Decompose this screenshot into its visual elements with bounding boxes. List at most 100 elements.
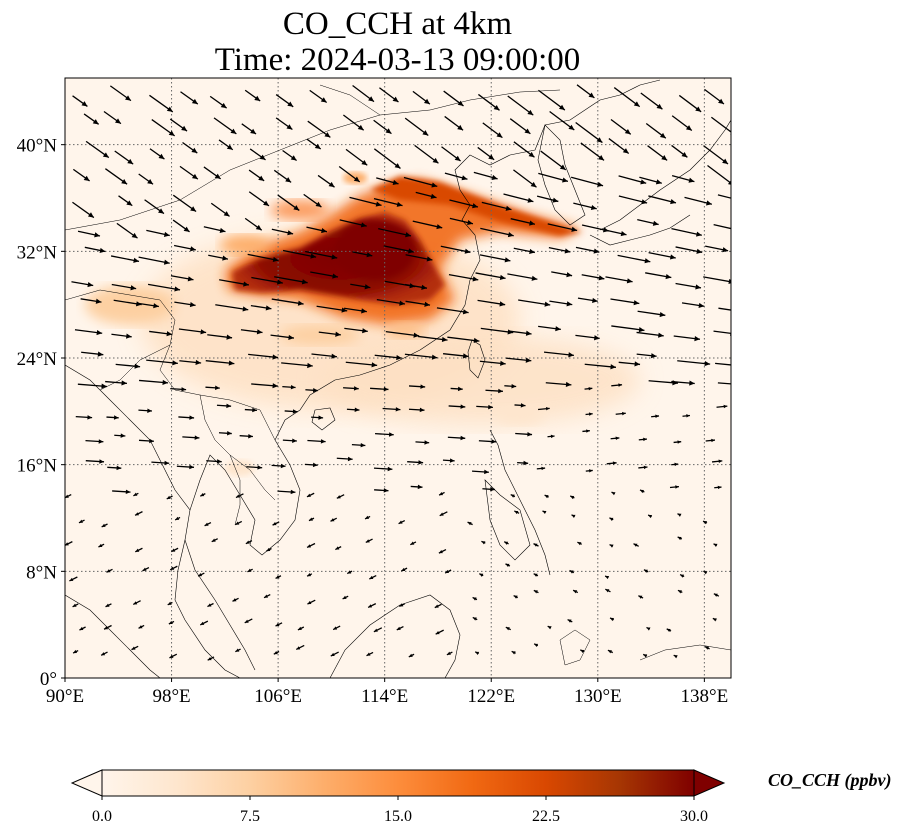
wind-arrow-head — [713, 543, 718, 547]
wind-arrow-head — [457, 124, 464, 131]
wind-arrow-head — [634, 361, 641, 367]
wind-arrow-head — [126, 200, 133, 206]
wind-arrow-shaft — [538, 89, 566, 111]
wind-arrow-head — [388, 432, 394, 437]
wind-arrow-head — [650, 353, 657, 359]
wind-arrow-head — [94, 232, 101, 238]
wind-arrow-head — [552, 197, 559, 203]
wind-arrow-head — [696, 248, 703, 254]
wind-arrow-head — [226, 334, 233, 340]
wind-arrow-head — [399, 603, 404, 607]
longitude-axis: 90°E 98°E 106°E 114°E 122°E 130°E 138°E — [46, 678, 728, 707]
wind-arrow-head — [446, 651, 451, 655]
wind-arrow-head — [252, 407, 257, 413]
wind-arrow-head — [396, 626, 401, 630]
wind-arrow-head — [347, 456, 353, 462]
wind-arrow-head — [718, 459, 723, 463]
wind-arrow-head — [174, 286, 181, 292]
wind-arrow-head — [266, 547, 271, 552]
wind-arrow-head — [677, 590, 682, 594]
wind-arrow-head — [424, 440, 430, 445]
wind-arrow-head — [324, 132, 331, 138]
wind-arrow-head — [529, 248, 535, 255]
wind-arrow-head — [689, 380, 695, 386]
wind-arrow-head — [220, 102, 227, 109]
wind-arrow-head — [643, 437, 647, 442]
wind-arrow-head — [588, 412, 593, 416]
wind-arrow-head — [167, 601, 172, 605]
wind-arrow-head — [457, 100, 464, 106]
wind-arrow-head — [408, 653, 413, 657]
wind-arrow-head — [259, 154, 266, 160]
wind-arrow-head — [491, 439, 497, 444]
wind-arrow-shaft — [274, 276, 308, 284]
wind-arrow-head — [590, 204, 597, 211]
wind-arrow-head — [661, 155, 668, 161]
wind-arrow-head — [675, 485, 679, 489]
wind-arrow-head — [612, 461, 617, 465]
wind-arrow-head — [331, 353, 337, 359]
wind-arrow-head — [383, 386, 389, 392]
wind-arrow-head — [496, 132, 503, 138]
wind-arrow-head — [171, 548, 176, 552]
wind-arrow-head — [550, 434, 555, 439]
wind-arrow-head — [610, 617, 615, 622]
wind-arrow-head — [704, 360, 711, 367]
wind-arrow-head — [528, 151, 535, 158]
wind-arrow-head — [191, 147, 198, 154]
wind-arrow-head — [158, 153, 165, 160]
wind-arrow-head — [216, 459, 222, 464]
wind-arrow-head — [187, 276, 194, 282]
wind-arrow-head — [695, 106, 702, 112]
wind-arrow-head — [669, 254, 676, 260]
wind-arrow-head — [106, 569, 111, 573]
wind-arrow-head — [410, 541, 415, 545]
wind-arrow-head — [134, 363, 141, 369]
wind-arrow-head — [102, 152, 109, 158]
wind-arrow-head — [272, 383, 279, 389]
wind-arrow-head — [147, 178, 154, 185]
wind-arrow-head — [131, 232, 138, 239]
wind-arrow-head — [534, 643, 539, 647]
wind-arrow-head — [368, 604, 373, 608]
wind-arrow-head — [392, 179, 399, 185]
wind-arrow-head — [426, 256, 433, 262]
wind-arrow-head — [101, 383, 107, 389]
wind-arrow-head — [472, 617, 477, 621]
wind-arrow-head — [514, 510, 519, 515]
wind-vectors — [65, 84, 740, 661]
wind-arrow-shaft — [715, 362, 731, 366]
wind-arrow-head — [190, 206, 197, 212]
wind-arrow-head — [544, 495, 549, 499]
wind-arrow-head — [369, 575, 374, 580]
wind-arrow-head — [728, 278, 731, 285]
wind-arrow-head — [333, 626, 338, 630]
wind-arrow-head — [597, 181, 604, 187]
wind-arrow-shaft — [710, 116, 731, 133]
wind-arrow-head — [694, 336, 700, 342]
wind-arrow-head — [413, 332, 420, 338]
wind-arrow-head — [562, 177, 568, 183]
wind-arrow-head — [596, 137, 603, 143]
wind-arrow-head — [142, 567, 147, 571]
wind-arrow-head — [510, 494, 515, 498]
wind-arrow-head — [461, 175, 468, 181]
wind-arrow-head — [698, 302, 705, 309]
wind-arrow-head — [674, 462, 679, 467]
wind-arrow-head — [147, 408, 152, 413]
wind-arrow-head — [116, 465, 122, 471]
wind-arrow-head — [392, 96, 399, 102]
lat-tick-label: 24°N — [17, 349, 58, 370]
wind-arrow-head — [263, 200, 269, 206]
wind-arrow-head — [734, 363, 740, 368]
wind-arrow-head — [373, 628, 378, 632]
lon-tick-label: 98°E — [152, 686, 190, 707]
wind-arrow-head — [659, 311, 666, 318]
wind-arrow-head — [198, 573, 203, 577]
wind-arrow-head — [441, 336, 448, 343]
wind-arrow-head — [615, 436, 620, 441]
wind-arrow-head — [250, 128, 257, 134]
wind-arrow-head — [568, 124, 575, 131]
wind-arrow-head — [335, 546, 340, 550]
wind-arrow-head — [207, 603, 212, 607]
